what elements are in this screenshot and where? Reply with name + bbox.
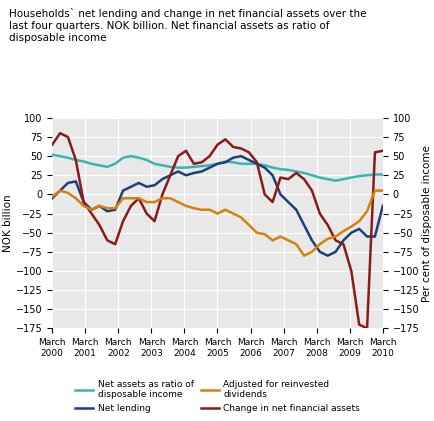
Text: Households` net lending and change in net financial assets over the
last four qu: Households` net lending and change in ne… [9, 8, 365, 43]
Y-axis label: Per cent of disposable income: Per cent of disposable income [421, 145, 431, 301]
Y-axis label: NOK billion: NOK billion [3, 195, 13, 252]
Legend: Net assets as ratio of
disposable income, Net lending, Adjusted for reinvested
d: Net assets as ratio of disposable income… [71, 376, 363, 416]
